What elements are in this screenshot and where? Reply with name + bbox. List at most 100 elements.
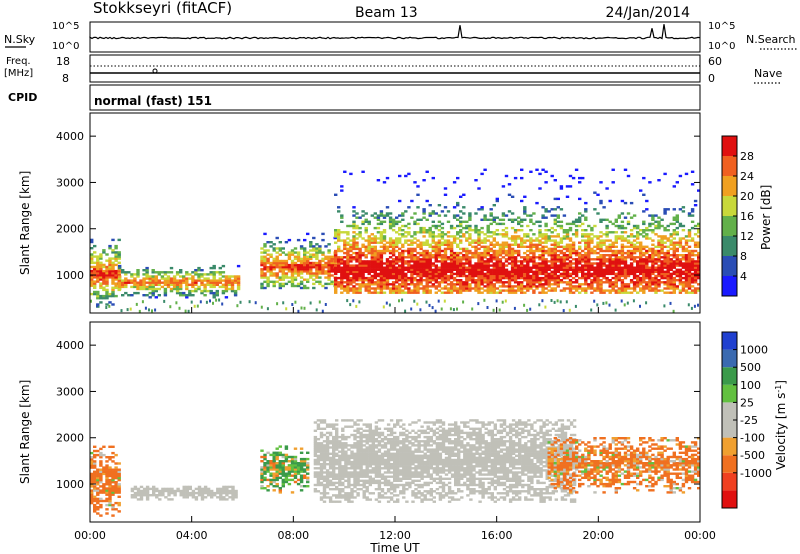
power-cell (605, 301, 608, 305)
power-cell (154, 289, 158, 293)
velocity-ground-scatter-cell (316, 419, 321, 422)
power-cell (556, 243, 560, 246)
power-cell (299, 259, 304, 263)
velocity-ground-scatter-cell (359, 465, 363, 468)
power-cell (434, 226, 438, 230)
power-cell (602, 274, 606, 278)
power-cell (263, 259, 267, 263)
power-cell (602, 241, 606, 244)
velocity-ground-scatter-cell (353, 483, 357, 487)
power-cell (520, 272, 524, 276)
power-cell (465, 276, 469, 280)
power-cell (145, 294, 149, 297)
power-cell (434, 309, 437, 313)
power-cell (636, 285, 640, 288)
power-cell (206, 281, 210, 284)
velocity-ground-scatter-cell (389, 496, 394, 499)
velocity-ground-scatter-cell (338, 446, 342, 449)
power-cell (541, 276, 545, 280)
power-cell (263, 268, 267, 271)
power-cell (296, 272, 301, 275)
power-cell (108, 257, 112, 260)
power-cell (602, 249, 606, 253)
power-cell (623, 245, 628, 248)
power-cell (541, 235, 545, 238)
velocity-ground-scatter-cell (325, 440, 330, 443)
power-cell (334, 272, 338, 276)
power-cell (517, 220, 521, 223)
power-cell (263, 280, 267, 283)
velocity-ground-scatter-cell (344, 446, 348, 449)
power-cell (422, 272, 426, 276)
power-cell (452, 251, 457, 255)
power-cell (355, 256, 359, 259)
velocity-ground-scatter-cell (341, 458, 345, 462)
power-cell (108, 292, 112, 296)
power-cell (275, 272, 279, 275)
power-cell (416, 206, 420, 209)
freq-panel-frame (89, 54, 701, 83)
velocity-ground-scatter-cell (332, 481, 336, 485)
power-cell (437, 254, 442, 257)
power-cell (434, 287, 438, 290)
power-cell (495, 241, 499, 244)
power-cell (596, 241, 600, 244)
power-cell (568, 266, 573, 269)
power-cell (550, 239, 554, 242)
power-cell (571, 287, 576, 290)
power-cell (510, 274, 515, 278)
power-cell (419, 241, 423, 244)
power-cell (272, 280, 276, 283)
power-cell (456, 270, 460, 273)
power-cell (99, 297, 103, 300)
power-cell (513, 218, 518, 221)
power-cell (373, 241, 377, 244)
velocity-ground-scatter-cell (322, 467, 327, 470)
power-cell (498, 308, 501, 312)
velocity-ground-scatter-cell (344, 469, 348, 472)
velocity-ground-scatter-cell (362, 479, 366, 482)
velocity-ground-scatter-cell (347, 475, 351, 478)
power-cell (593, 276, 597, 280)
velocity-ground-scatter-cell (313, 460, 318, 464)
power-cell (376, 262, 381, 265)
power-cell (513, 266, 518, 269)
velocity-ground-scatter-cell (368, 429, 372, 432)
velocity-ground-scatter-cell (231, 491, 235, 495)
colorbar-cell (722, 136, 737, 156)
power-cell (666, 260, 670, 263)
power-cell (498, 222, 503, 226)
power-cell (456, 214, 460, 217)
power-cell (611, 268, 615, 271)
power-cell (489, 287, 493, 290)
power-cell (312, 282, 316, 286)
power-cell (520, 260, 524, 263)
velocity-ground-scatter-cell (371, 456, 375, 460)
power-cell (642, 266, 646, 269)
power-cell (96, 294, 100, 298)
power-cell (562, 251, 567, 255)
power-cell (687, 256, 692, 259)
power-cell (440, 254, 445, 257)
power-cell (535, 281, 539, 284)
power-cell (413, 289, 417, 292)
power-cell (443, 274, 448, 278)
power-cell (574, 229, 579, 232)
power-cell (315, 247, 319, 250)
velocity-ground-scatter-cell (389, 492, 394, 495)
power-cell (221, 271, 226, 274)
power-cell (632, 243, 637, 246)
power-cell (358, 260, 362, 263)
power-cell (385, 247, 390, 251)
power-cell (587, 237, 591, 240)
power-cell (309, 263, 313, 267)
power-cell (495, 216, 499, 219)
power-cell (428, 245, 432, 248)
velocity-ground-scatter-cell (377, 433, 382, 437)
power-cell (334, 270, 338, 273)
power-cell (651, 272, 655, 276)
power-cell (236, 285, 241, 289)
power-cell (568, 264, 573, 267)
velocity-ground-scatter-cell (377, 483, 382, 487)
power-cell (157, 287, 161, 291)
